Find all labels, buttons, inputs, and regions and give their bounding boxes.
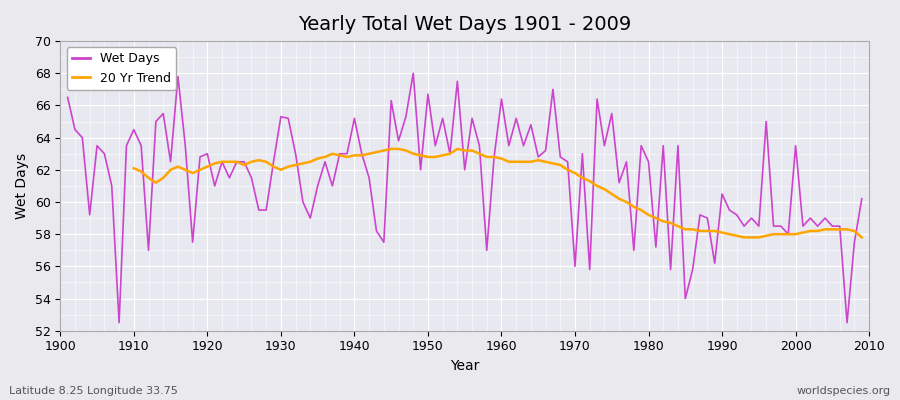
20 Yr Trend xyxy=(298,161,309,166)
20 Yr Trend xyxy=(570,171,580,176)
Wet Days xyxy=(599,143,610,148)
Wet Days xyxy=(511,116,522,121)
20 Yr Trend xyxy=(386,146,397,151)
Wet Days xyxy=(290,151,301,156)
Y-axis label: Wet Days: Wet Days xyxy=(15,153,29,219)
Legend: Wet Days, 20 Yr Trend: Wet Days, 20 Yr Trend xyxy=(67,47,176,90)
Line: 20 Yr Trend: 20 Yr Trend xyxy=(134,149,862,238)
20 Yr Trend xyxy=(268,164,279,169)
X-axis label: Year: Year xyxy=(450,359,480,373)
20 Yr Trend xyxy=(857,235,868,240)
Wet Days xyxy=(113,320,124,325)
20 Yr Trend xyxy=(129,166,140,171)
Wet Days xyxy=(62,95,73,100)
Title: Yearly Total Wet Days 1901 - 2009: Yearly Total Wet Days 1901 - 2009 xyxy=(298,15,631,34)
Wet Days xyxy=(503,143,514,148)
20 Yr Trend xyxy=(739,235,750,240)
Text: worldspecies.org: worldspecies.org xyxy=(796,386,891,396)
20 Yr Trend xyxy=(813,228,824,233)
20 Yr Trend xyxy=(834,227,845,232)
Line: Wet Days: Wet Days xyxy=(68,73,862,323)
Wet Days xyxy=(857,196,868,201)
Wet Days xyxy=(129,127,140,132)
Text: Latitude 8.25 Longitude 33.75: Latitude 8.25 Longitude 33.75 xyxy=(9,386,178,396)
20 Yr Trend xyxy=(511,159,522,164)
Wet Days xyxy=(334,151,345,156)
Wet Days xyxy=(408,71,418,76)
